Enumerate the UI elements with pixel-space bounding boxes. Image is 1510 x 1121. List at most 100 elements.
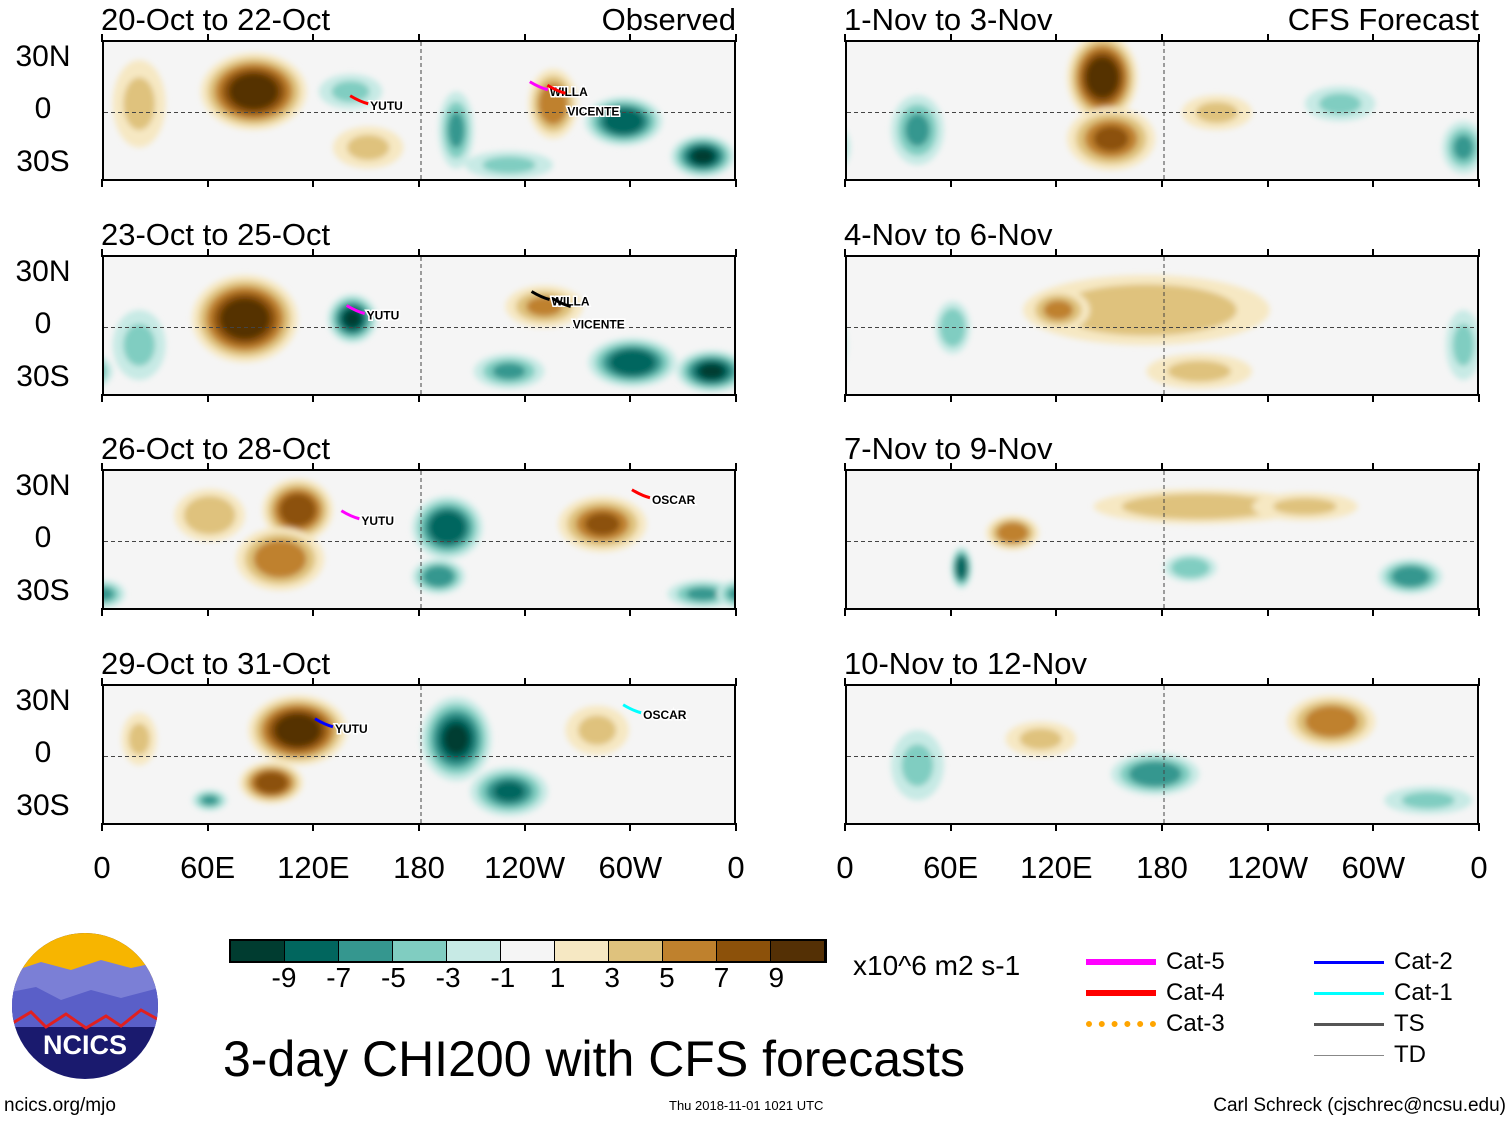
- axis-tick: [844, 394, 846, 402]
- axis-tick: [523, 249, 526, 257]
- storm-label: YUTU: [370, 99, 403, 113]
- map-panel: YUTU OSCAR: [102, 469, 736, 610]
- lon-label: 120E: [277, 850, 350, 885]
- axis-tick: [1478, 463, 1480, 471]
- colorbar-swatch: [393, 941, 447, 961]
- axis-tick: [735, 823, 737, 831]
- axis-tick: [844, 34, 846, 42]
- axis-tick: [1372, 394, 1375, 402]
- axis-tick: [523, 179, 526, 187]
- anomaly-contour: [331, 81, 370, 102]
- axis-tick: [1372, 823, 1375, 831]
- map-panel: YUTU WILLA VICENTE: [102, 40, 736, 181]
- storm-label: WILLA: [550, 85, 588, 99]
- colorbar-swatch: [717, 941, 771, 961]
- anomaly-contour: [1149, 498, 1249, 515]
- figure-title: 3-day CHI200 with CFS forecasts: [223, 1031, 965, 1087]
- anomaly-contour: [905, 113, 930, 147]
- axis-tick: [418, 678, 420, 686]
- anomaly-contour: [728, 588, 734, 600]
- panel-title: 23-Oct to 25-Oct: [101, 217, 331, 252]
- axis-tick: [1161, 34, 1163, 42]
- legend-line-icon: [1086, 1021, 1156, 1027]
- map-panel: [845, 469, 1479, 610]
- axis-tick: [735, 34, 737, 42]
- axis-tick: [206, 34, 209, 42]
- lon-label: 180: [393, 850, 445, 885]
- observed-label: Observed: [601, 2, 736, 37]
- axis-tick: [844, 249, 846, 257]
- storm-label: OSCAR: [643, 708, 687, 722]
- legend-label: TD: [1394, 1041, 1426, 1068]
- anomaly-contour: [847, 133, 851, 162]
- colorbar-swatch: [771, 941, 825, 961]
- axis-tick: [1055, 678, 1058, 686]
- legend-item: TS: [1314, 1010, 1425, 1038]
- axis-tick: [844, 179, 846, 187]
- axis-tick: [1372, 34, 1375, 42]
- axis-tick: [1266, 608, 1269, 616]
- map-panel: YUTU OSCAR: [102, 684, 736, 825]
- axis-tick: [206, 394, 209, 402]
- axis-tick: [206, 678, 209, 686]
- axis-tick: [735, 249, 737, 257]
- axis-tick: [1055, 249, 1058, 257]
- axis-tick: [949, 179, 952, 187]
- anomaly-contour: [1318, 93, 1362, 115]
- lat-label: 30S: [16, 145, 70, 178]
- storm-track: [551, 297, 572, 308]
- axis-tick: [1478, 179, 1480, 187]
- legend-label: Cat-5: [1166, 948, 1225, 975]
- anomaly-contour: [193, 503, 227, 528]
- axis-tick: [523, 394, 526, 402]
- anomaly-contour: [1137, 765, 1173, 783]
- axis-tick: [1266, 249, 1269, 257]
- lon-label: 0: [836, 850, 854, 885]
- legend-label: Cat-4: [1166, 979, 1225, 1006]
- colorbar-tick-label: 7: [713, 962, 730, 993]
- lon-label: 180: [1136, 850, 1188, 885]
- anomaly-contour: [128, 723, 150, 755]
- axis-tick: [418, 34, 420, 42]
- anomaly-contour: [434, 516, 461, 539]
- storm-track: [529, 80, 549, 92]
- forecast-label: CFS Forecast: [1287, 2, 1479, 37]
- axis-tick: [949, 823, 952, 831]
- map-panel: YUTU WILLA VICENTE: [102, 255, 736, 396]
- axis-tick: [1161, 179, 1163, 187]
- axis-tick: [1266, 678, 1269, 686]
- axis-tick: [1161, 463, 1163, 471]
- panel-title: 26-Oct to 28-Oct: [101, 431, 331, 466]
- lat-label: 0: [34, 307, 52, 340]
- map-panel: [845, 255, 1479, 396]
- anomaly-contour: [123, 324, 156, 366]
- axis-tick: [735, 608, 737, 616]
- axis-tick: [1372, 608, 1375, 616]
- axis-tick: [1055, 823, 1058, 831]
- anomaly-contour: [482, 156, 536, 174]
- colorbar-swatch: [663, 941, 717, 961]
- axis-tick: [949, 608, 952, 616]
- legend-item: Cat-2: [1314, 948, 1453, 976]
- axis-tick: [844, 823, 846, 831]
- anomaly-contour: [1088, 293, 1204, 327]
- storm-label: YUTU: [367, 309, 400, 323]
- storm-track: [349, 94, 369, 106]
- ncics-logo: NCICS: [11, 932, 159, 1080]
- storm-track: [631, 488, 651, 500]
- panel-title: 10-Nov to 12-Nov: [844, 646, 1087, 681]
- axis-tick: [1478, 249, 1480, 257]
- lat-label: 30N: [15, 469, 71, 502]
- anomaly-contour: [957, 560, 966, 576]
- axis-tick: [1161, 394, 1163, 402]
- panel-title: 4-Nov to 6-Nov: [844, 217, 1053, 252]
- anomaly-contour: [578, 715, 617, 745]
- axis-tick: [1372, 678, 1375, 686]
- axis-tick: [629, 678, 632, 686]
- axis-tick: [101, 34, 103, 42]
- axis-tick: [949, 394, 952, 402]
- anomaly-contour: [448, 112, 465, 148]
- anomaly-contour: [901, 744, 934, 787]
- axis-tick: [312, 34, 315, 42]
